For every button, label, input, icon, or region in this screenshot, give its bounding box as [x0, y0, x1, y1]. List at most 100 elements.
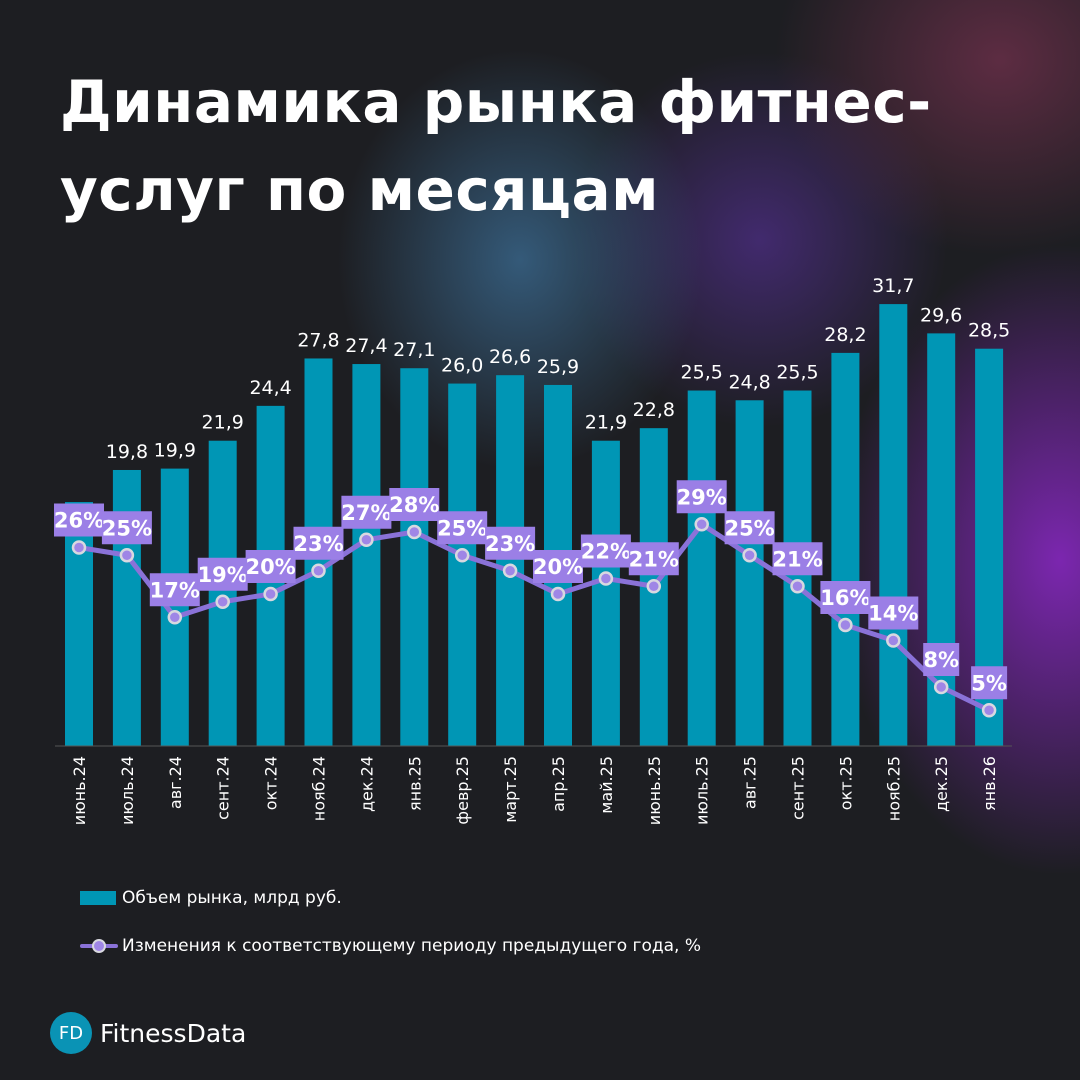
line-label-box: [772, 542, 823, 576]
x-tick-label: янв.25: [405, 756, 424, 811]
x-tick-label: янв.26: [980, 756, 999, 811]
bar: [591, 440, 620, 746]
x-tick-label: июнь.25: [645, 756, 664, 825]
line-value-label: 16%: [820, 586, 870, 610]
line-value-label: 19%: [198, 563, 248, 587]
line-point: [550, 586, 566, 602]
line-point: [694, 517, 709, 532]
logo-mark: FD: [50, 1012, 92, 1054]
line-label-box: [820, 581, 871, 614]
x-tick-label: нояб.24: [310, 756, 329, 821]
x-tick-label: июнь.24: [70, 756, 89, 825]
line-value-label: 20%: [533, 555, 583, 579]
logo: FD FitnessData: [50, 1012, 246, 1054]
bar-value-label: 24,4: [249, 377, 291, 399]
bar-value-label: 31,7: [872, 275, 914, 297]
line-point: [790, 579, 805, 594]
bar-value-label: 27,1: [393, 339, 435, 361]
line-point: [311, 563, 326, 578]
bar: [400, 368, 429, 746]
line-point: [886, 633, 901, 648]
line-value-label: 25%: [437, 516, 487, 540]
x-tick-label: май.25: [597, 756, 616, 814]
x-tick-label: окт.25: [836, 756, 855, 810]
bar-value-label: 19,9: [154, 440, 196, 462]
title-line-2: услуг по месяцам: [60, 156, 659, 224]
bar-value-label: 27,4: [345, 335, 387, 357]
bar: [735, 400, 764, 746]
line-value-label: 23%: [485, 532, 535, 556]
bar: [208, 440, 237, 746]
logo-name: FitnessData: [100, 1018, 247, 1048]
bar-value-label: 25,5: [681, 362, 723, 384]
bar-value-label: 25,5: [776, 362, 818, 384]
line-value-label: 5%: [971, 671, 1007, 695]
line-value-label: 20%: [245, 555, 295, 579]
line-value-label: 23%: [293, 532, 343, 556]
line-point: [263, 586, 278, 602]
line-value-label: 17%: [150, 578, 200, 602]
line-point: [502, 563, 518, 578]
line-label-box: [293, 526, 344, 560]
line-point: [71, 540, 87, 555]
line-point: [119, 548, 135, 563]
legend-bar-label: Объем рынка, млрд руб.: [122, 888, 342, 908]
x-tick-label: нояб.25: [884, 756, 903, 821]
bar: [65, 502, 93, 746]
bar: [879, 304, 908, 746]
bar-value-label: 21,9: [202, 412, 244, 434]
line-label-box: [437, 511, 488, 545]
x-tick-label: дек.24: [357, 756, 376, 812]
bar: [496, 375, 525, 746]
line-label-box: [580, 534, 631, 568]
line-value-label: 27%: [341, 501, 391, 525]
line-label-box: [676, 480, 727, 514]
line-value-label: 21%: [629, 547, 679, 571]
line-value-label: 14%: [868, 602, 918, 626]
line-point: [742, 548, 757, 563]
title-line-1: Динамика рынка фитнес-: [60, 68, 932, 136]
line-point: [838, 617, 853, 633]
line-label-box: [724, 511, 775, 545]
line-label-box: [197, 557, 248, 591]
line-point: [933, 679, 949, 695]
bar-value-label: 24,8: [728, 371, 770, 393]
bar-value-label: 29,6: [920, 304, 962, 326]
x-tick-label: сент.25: [789, 756, 808, 820]
x-tick-label: апр.25: [549, 756, 568, 812]
line-point: [598, 571, 614, 586]
legend-item-line: Изменения к соответствующему периоду пре…: [80, 936, 701, 956]
x-tick-label: окт.24: [262, 756, 281, 810]
bar: [448, 383, 477, 746]
line-label-box: [533, 550, 583, 583]
x-tick-label: авг.25: [741, 756, 760, 809]
line-label-box: [245, 550, 296, 583]
line-value-label: 25%: [724, 516, 774, 540]
bar-value-label: 21,9: [585, 412, 627, 434]
line-point: [167, 610, 183, 625]
line-value-label: 28%: [389, 493, 439, 517]
line-label-box: [971, 666, 1008, 700]
line-value-label: 26%: [54, 509, 104, 533]
line-label-box: [389, 488, 440, 521]
line-label-box: [868, 596, 919, 630]
line-value-label: 29%: [677, 485, 727, 509]
page-title: Динамика рынка фитнес- услуг по месяцам: [60, 58, 932, 234]
x-tick-label: сент.24: [214, 756, 233, 820]
legend-line-label: Изменения к соответствующему периоду пре…: [122, 936, 701, 956]
line-label-box: [149, 573, 200, 607]
line-point: [359, 532, 374, 547]
legend-item-bar: Объем рынка, млрд руб.: [80, 888, 342, 908]
bar-value-label: 19,8: [106, 441, 148, 463]
x-tick-label: февр.25: [453, 756, 472, 825]
line-point: [215, 594, 230, 609]
bar-value-label: 25,9: [537, 356, 579, 378]
line-label-box: [101, 511, 152, 545]
line-point: [454, 548, 470, 563]
x-tick-label: дек.25: [932, 756, 951, 812]
x-tick-label: июль.25: [693, 756, 712, 825]
bar-value-label: 26,6: [489, 346, 531, 368]
line-value-label: 25%: [102, 516, 152, 540]
x-tick-label: июль.24: [118, 756, 137, 825]
